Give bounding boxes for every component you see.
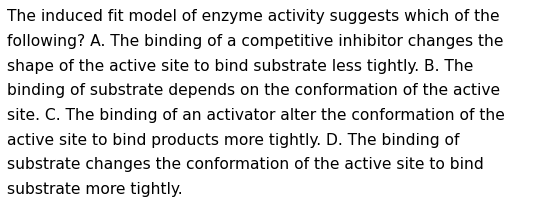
Text: shape of the active site to bind substrate less tightly. B. The: shape of the active site to bind substra… [7, 59, 474, 74]
Text: substrate changes the conformation of the active site to bind: substrate changes the conformation of th… [7, 157, 484, 172]
Text: site. C. The binding of an activator alter the conformation of the: site. C. The binding of an activator alt… [7, 108, 505, 123]
Text: following? A. The binding of a competitive inhibitor changes the: following? A. The binding of a competiti… [7, 34, 504, 49]
Text: active site to bind products more tightly. D. The binding of: active site to bind products more tightl… [7, 133, 460, 148]
Text: The induced fit model of enzyme activity suggests which of the: The induced fit model of enzyme activity… [7, 9, 500, 24]
Text: binding of substrate depends on the conformation of the active: binding of substrate depends on the conf… [7, 83, 501, 98]
Text: substrate more tightly.: substrate more tightly. [7, 182, 183, 197]
